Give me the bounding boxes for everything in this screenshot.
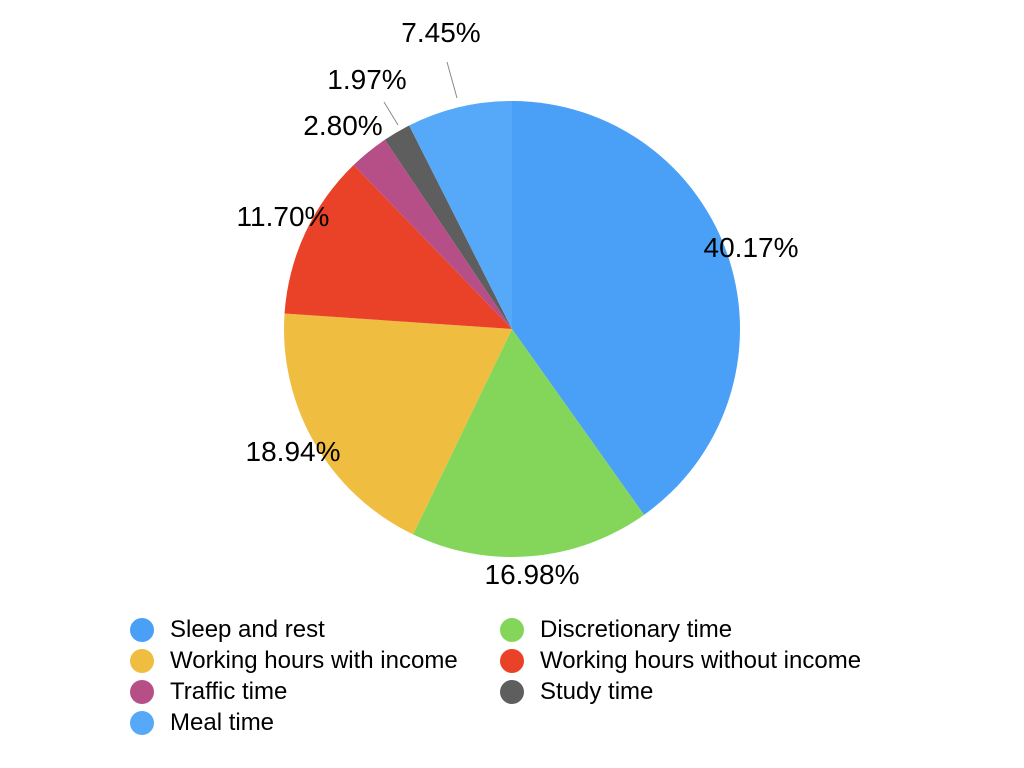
legend-label: Meal time — [170, 709, 275, 736]
chart-legend: Sleep and rest Discretionary time Working … — [130, 616, 930, 737]
legend-label: Sleep and rest — [170, 616, 325, 643]
legend-label: Traffic time — [170, 678, 288, 705]
legend-swatch-icon — [130, 649, 154, 673]
legend-swatch-icon — [130, 680, 154, 704]
slice-label: 16.98% — [485, 559, 580, 590]
leader-line — [446, 61, 458, 99]
pie-slice-discretionary-time — [413, 329, 645, 557]
leader-line — [383, 101, 399, 126]
pie-slice-traffic-time — [353, 139, 512, 329]
legend-item: Traffic time — [130, 678, 500, 706]
pie-slice-study-time — [384, 125, 512, 330]
legend-item: Working hours with income — [130, 647, 500, 675]
legend-swatch-icon — [500, 618, 524, 642]
legend-item: Meal time — [130, 709, 500, 737]
legend-label: Study time — [540, 678, 654, 705]
legend-label: Working hours without income — [540, 647, 862, 674]
slice-label: 2.80% — [303, 110, 382, 141]
legend-label: Working hours with income — [170, 647, 458, 674]
slice-label: 11.70% — [237, 201, 330, 232]
legend-item: Sleep and rest — [130, 616, 500, 644]
legend-item: Discretionary time — [500, 616, 900, 644]
legend-swatch-icon — [130, 711, 154, 735]
legend-swatch-icon — [130, 618, 154, 642]
slice-label: 7.45% — [401, 17, 480, 48]
pie-slice-sleep-and-rest — [512, 101, 740, 515]
pie-slice-working-hours-without-income — [284, 164, 512, 329]
legend-label: Discretionary time — [540, 616, 733, 643]
slice-label: 18.94% — [246, 436, 341, 467]
pie-slice-working-hours-with-income — [284, 313, 512, 535]
legend-item: Study time — [500, 678, 900, 706]
legend-item: Working hours without income — [500, 647, 900, 675]
legend-swatch-icon — [500, 680, 524, 704]
legend-swatch-icon — [500, 649, 524, 673]
slice-label: 1.97% — [327, 64, 406, 95]
pie-slice-meal-time — [409, 101, 512, 329]
pie-chart: 40.17% 16.98% 18.94% 11.70% 2.80% 1.97% 7.45% — [237, 17, 799, 590]
slice-label: 40.17% — [704, 232, 799, 263]
